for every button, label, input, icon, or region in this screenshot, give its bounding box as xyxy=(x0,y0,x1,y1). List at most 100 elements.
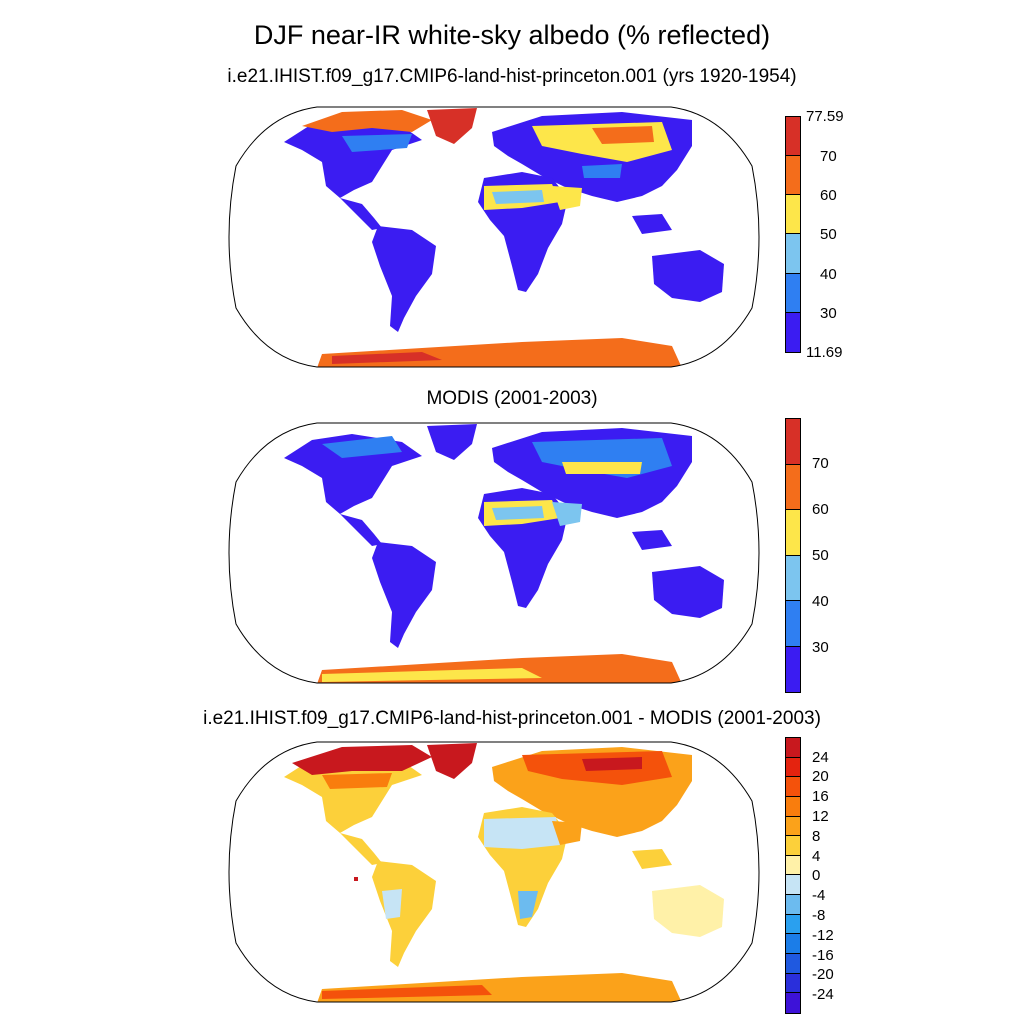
panel-2-colorbar xyxy=(785,418,801,693)
canada-snow-belt xyxy=(342,134,412,152)
canada-mid xyxy=(322,773,392,789)
panel-2-colorbar-label: 70 xyxy=(812,455,829,472)
colorbar-swatch xyxy=(786,993,800,1013)
greenland-land xyxy=(427,743,477,779)
colorbar-swatch xyxy=(786,914,800,935)
colorbar-swatch xyxy=(786,895,800,915)
colorbar-swatch xyxy=(786,954,800,974)
figure-title: DJF near-IR white-sky albedo (% reflecte… xyxy=(253,20,771,50)
antarctica-ice-rim xyxy=(322,668,542,682)
north-america-land xyxy=(284,434,422,514)
panel-1-map xyxy=(228,106,760,368)
colorbar-swatch xyxy=(786,816,800,837)
panel-3-map-outline xyxy=(228,741,760,1003)
panel-3-colorbar-label: 20 xyxy=(812,768,829,785)
panel-3-colorbar-label: -4 xyxy=(812,887,826,904)
colorbar-swatch xyxy=(786,555,800,601)
panel-2-colorbar-label: 30 xyxy=(812,639,829,656)
antarctica-warm-rim xyxy=(322,985,492,999)
panel-2-subtitle: MODIS (2001-2003) xyxy=(426,388,598,409)
colorbar-swatch xyxy=(786,601,800,647)
antarctica-land xyxy=(317,973,682,1002)
central-america-land xyxy=(340,514,382,546)
colorbar-swatch xyxy=(786,875,800,896)
antarctica-ice-rim xyxy=(332,352,442,364)
colorbar-swatch xyxy=(786,419,800,465)
central-america-land xyxy=(340,833,382,865)
siberia-highlight xyxy=(592,126,654,144)
arabia-land xyxy=(552,502,582,526)
panel-1-map-outline xyxy=(228,106,760,368)
panel-3-colorbar-label: 8 xyxy=(812,828,821,845)
isolated-cell xyxy=(354,877,358,881)
colorbar-swatch xyxy=(786,117,800,157)
panel-1-subtitle: i.e21.IHIST.f09_g17.CMIP6-land-hist-prin… xyxy=(227,66,797,87)
australia-land xyxy=(652,566,724,618)
panel-2-map xyxy=(228,422,760,684)
colorbar-swatch xyxy=(786,973,800,994)
panel-2-colorbar-label: 50 xyxy=(812,547,829,564)
panel-3-colorbar-label: 4 xyxy=(812,848,821,865)
panel-2-colorbar-label: 60 xyxy=(812,501,829,518)
africa-south-cool xyxy=(518,891,538,919)
south-america-land xyxy=(372,226,436,332)
colorbar-swatch xyxy=(786,855,800,876)
sahara-mid xyxy=(492,506,544,520)
siberia-highlight xyxy=(562,462,642,474)
australia-land xyxy=(652,250,724,302)
colorbar-swatch xyxy=(786,273,800,313)
panel-1-colorbar-label: 40 xyxy=(820,266,837,283)
colorbar-swatch xyxy=(786,312,800,352)
canada-snow-belt xyxy=(322,436,402,458)
canada-arctic-land xyxy=(292,745,432,775)
colorbar-swatch xyxy=(786,796,800,817)
colorbar-swatch xyxy=(786,464,800,510)
colorbar-swatch xyxy=(786,646,800,692)
sahara-mid xyxy=(492,190,544,204)
panel-2-map-outline xyxy=(228,422,760,684)
panel-3-colorbar-label: 12 xyxy=(812,808,829,825)
colorbar-swatch xyxy=(786,234,800,274)
panel-3-colorbar-label: -20 xyxy=(812,966,834,983)
central-america-land xyxy=(340,198,382,230)
panel-3-map xyxy=(228,741,760,1003)
panel-3-colorbar-label: 16 xyxy=(812,788,829,805)
panel-3-colorbar-label: -16 xyxy=(812,947,834,964)
tibet-snow xyxy=(582,164,622,178)
panel-3-colorbar xyxy=(785,737,801,1014)
colorbar-swatch xyxy=(786,738,800,758)
south-america-land xyxy=(372,861,436,967)
panel-1-colorbar-label: 50 xyxy=(820,226,837,243)
panel-3-subtitle: i.e21.IHIST.f09_g17.CMIP6-land-hist-prin… xyxy=(203,708,821,729)
panel-3-colorbar-label: 0 xyxy=(812,867,821,884)
panel-3-colorbar-label: -24 xyxy=(812,986,834,1003)
colorbar-swatch xyxy=(786,156,800,196)
panel-2-colorbar-label: 40 xyxy=(812,593,829,610)
panel-1-colorbar-label: 11.69 xyxy=(806,344,843,361)
colorbar-swatch xyxy=(786,195,800,235)
panel-1-colorbar-label: 77.59 xyxy=(806,108,844,125)
panel-1-colorbar xyxy=(785,116,801,353)
south-america-land xyxy=(372,542,436,648)
panel-1-colorbar-label: 30 xyxy=(820,305,837,322)
canada-arctic-land xyxy=(302,110,432,132)
panel-1-colorbar-label: 70 xyxy=(820,148,837,165)
colorbar-swatch xyxy=(786,777,800,797)
colorbar-swatch xyxy=(786,510,800,556)
panel-3-colorbar-label: 24 xyxy=(812,749,829,766)
se-asia-islands xyxy=(632,530,672,550)
greenland-land xyxy=(427,424,477,460)
panel-3-colorbar-label: -12 xyxy=(812,927,834,944)
arabia-land xyxy=(552,186,582,210)
panel-1-colorbar-label: 60 xyxy=(820,187,837,204)
antarctica-land xyxy=(317,338,682,367)
greenland-land xyxy=(427,108,477,144)
south-america-blue xyxy=(382,889,402,919)
sahara-cool xyxy=(484,817,560,849)
panel-3-colorbar-label: -8 xyxy=(812,907,826,924)
australia-land xyxy=(652,885,724,937)
colorbar-swatch xyxy=(786,757,800,778)
arabia-land xyxy=(552,821,582,845)
siberia-hot xyxy=(582,757,642,771)
se-asia-islands xyxy=(632,849,672,869)
